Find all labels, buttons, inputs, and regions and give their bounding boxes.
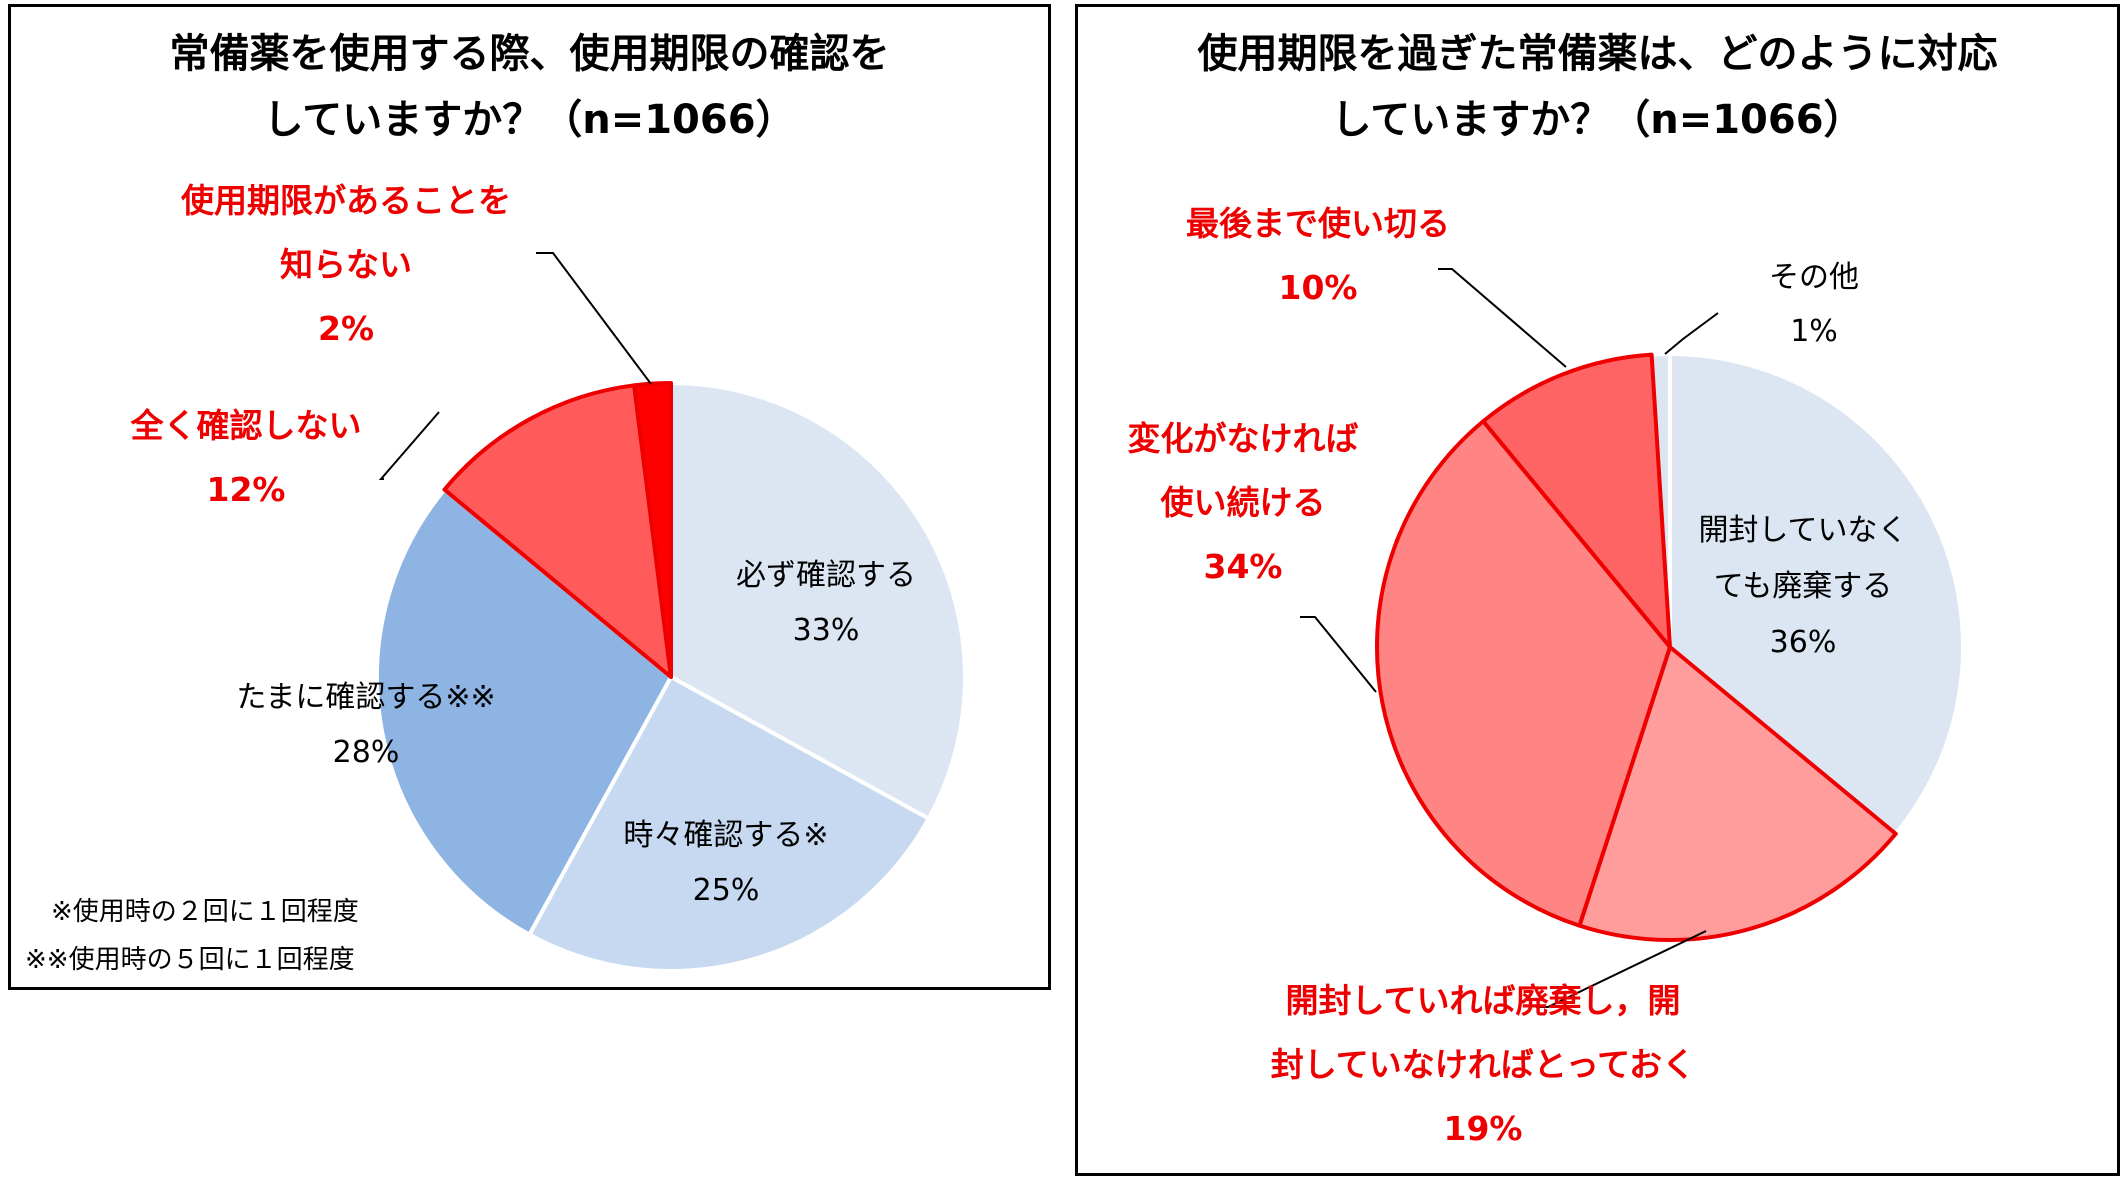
slice-percent: 1% bbox=[1790, 314, 1838, 349]
slice-label-1: 開封していなくても廃棄する 36% bbox=[1698, 513, 1907, 660]
slice-percent: 10% bbox=[1279, 268, 1358, 307]
slice-label-line: 開封していなく bbox=[1698, 513, 1907, 548]
slice-label-line: その他 bbox=[1769, 260, 1859, 295]
chart-title-line-2: していますか？（n=1066） bbox=[263, 97, 796, 143]
slice-percent: 33% bbox=[793, 613, 860, 648]
slice-percent: 34% bbox=[1204, 547, 1283, 586]
leader-lines bbox=[1300, 268, 1719, 1008]
pie-slice-5 bbox=[632, 381, 673, 679]
slice-label-1: 必ず確認する 33% bbox=[736, 558, 916, 648]
slice-label-line: ても廃棄する bbox=[1714, 569, 1893, 604]
pie-slice-1 bbox=[669, 381, 967, 821]
pie-slice-2 bbox=[1577, 645, 1898, 942]
slice-percent: 28% bbox=[333, 735, 400, 770]
slice-label-5: 使用期限があることを知らない 2% bbox=[181, 181, 511, 348]
slice-label-3: 変化がなければ使い続ける 34% bbox=[1128, 419, 1359, 586]
slice-label-line: 開封していれば廃棄し，開 bbox=[1285, 981, 1680, 1020]
slice-label-2: 開封していれば廃棄し，開封していなければとっておく 19% bbox=[1271, 981, 1695, 1148]
slice-label-line: たまに確認する※※ bbox=[236, 680, 495, 715]
chart-title-line-1: 常備薬を使用する際、使用期限の確認を bbox=[169, 31, 890, 77]
slice-label-line: 必ず確認する bbox=[736, 558, 916, 593]
slice-label-line: 封していなければとっておく bbox=[1271, 1045, 1695, 1084]
leader-line-3 bbox=[1300, 616, 1377, 693]
chart-title-line-1: 使用期限を過ぎた常備薬は、どのように対応 bbox=[1197, 31, 1998, 77]
slice-label-4: 全く確認しない 12% bbox=[130, 406, 362, 509]
slice-label-5: その他 1% bbox=[1769, 260, 1859, 349]
slice-percent: 2% bbox=[318, 309, 374, 348]
slice-label-line: 最後まで使い切る bbox=[1186, 204, 1450, 243]
slice-label-3: たまに確認する※※ 28% bbox=[236, 680, 495, 770]
pie-slice-3 bbox=[1375, 419, 1672, 928]
pie-slice-4 bbox=[1481, 352, 1672, 649]
slice-labels: 必ず確認する 33% 時々確認する※ 25% たまに確認する※※ 28% 全く確認しない 12… bbox=[130, 181, 917, 908]
footnote-1: ※使用時の２回に１回程度 bbox=[51, 897, 359, 927]
slice-label-line: 時々確認する※ bbox=[623, 818, 828, 853]
slice-label-line: 使い続ける bbox=[1161, 483, 1326, 522]
slice-label-line: 全く確認しない bbox=[130, 406, 362, 445]
leader-line-2 bbox=[1536, 930, 1707, 1008]
pie-slice-3 bbox=[375, 487, 673, 937]
leader-line-4 bbox=[1438, 268, 1567, 368]
chart-title: 常備薬を使用する際、使用期限の確認を していますか？（n=1066） bbox=[11, 21, 1048, 153]
slice-percent: 12% bbox=[207, 470, 286, 509]
pie-slices bbox=[1375, 352, 1965, 942]
chart-title-line-2: していますか？（n=1066） bbox=[1331, 97, 1864, 143]
slice-label-line: 知らない bbox=[280, 245, 412, 284]
chart-title: 使用期限を過ぎた常備薬は、どのように対応 していますか？（n=1066） bbox=[1078, 21, 2117, 153]
pie-slice-1 bbox=[1668, 352, 1965, 836]
slice-label-line: 変化がなければ bbox=[1128, 419, 1359, 458]
chart-panel-expiry-check: 常備薬を使用する際、使用期限の確認を していますか？（n=1066） 必ず確認す… bbox=[8, 4, 1051, 990]
slice-labels: 開封していなくても廃棄する 36% 開封していれば廃棄し，開封していなければとってお… bbox=[1128, 204, 1908, 1148]
leader-lines bbox=[378, 252, 652, 480]
slice-label-4: 最後まで使い切る 10% bbox=[1186, 204, 1450, 307]
slice-label-line: 使用期限があることを bbox=[181, 181, 511, 220]
pie-slice-4 bbox=[442, 383, 673, 679]
pie-chart-1: 必ず確認する 33% 時々確認する※ 25% たまに確認する※※ 28% 全く確認しない 12… bbox=[130, 181, 967, 973]
slice-percent: 36% bbox=[1770, 625, 1837, 660]
slice-percent: 25% bbox=[693, 873, 760, 908]
pie-slices bbox=[375, 381, 967, 973]
slice-percent: 19% bbox=[1444, 1109, 1523, 1148]
footnote-2: ※※使用時の５回に１回程度 bbox=[25, 945, 355, 975]
leader-line-5 bbox=[536, 252, 652, 385]
slice-label-2: 時々確認する※ 25% bbox=[623, 818, 828, 908]
chart-panel-expired-handling: 使用期限を過ぎた常備薬は、どのように対応 していますか？（n=1066） 開封し… bbox=[1075, 4, 2120, 1176]
pie-chart-2: 開封していなくても廃棄する 36% 開封していれば廃棄し，開封していなければとってお… bbox=[1128, 204, 1965, 1148]
leader-line-4 bbox=[378, 411, 440, 480]
pie-slice-2 bbox=[527, 675, 931, 973]
leader-line-5 bbox=[1664, 312, 1719, 355]
